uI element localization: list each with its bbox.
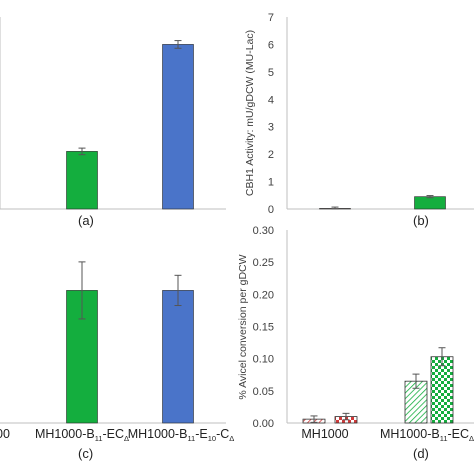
panel-d-y-tick-label: 0.10 (253, 354, 274, 366)
panel-c-category-2-prefix: MH1000-B (128, 427, 188, 441)
panel-b-label: (b) (413, 213, 429, 228)
panel-d-error-bar-0-0 (310, 415, 318, 423)
panel-c-category-1-prefix: MH1000-B (35, 427, 95, 441)
panel-c-category-0-text: 00 (0, 427, 10, 441)
panel-d-category-1-mid: -EC (448, 427, 470, 441)
panel-c-error-bar-0-1 (78, 261, 86, 320)
panel-b-error-bar-0-1 (426, 195, 434, 199)
panel-d-y-tick-label: 0.20 (253, 289, 274, 301)
panel-b-y-tick-label: 6 (268, 39, 274, 51)
panel-b-y-tick-label: 5 (268, 67, 274, 79)
panel-d-label: (d) (413, 446, 429, 461)
panel-d-category-1-sub2: Δ (469, 434, 474, 443)
panel-d-y-tick-label: 0.15 (253, 322, 274, 334)
panel-a-bar-0-1 (162, 44, 194, 210)
panel-c-category-1-sub2: Δ (124, 434, 129, 443)
panel-b-y-label: CBH1 Activity: mU/gDCW (MU-Lac) (244, 30, 256, 196)
panel-c-category-1-sub1: 11 (95, 434, 103, 443)
panel-d-category-0-text: MH1000 (301, 427, 348, 441)
panel-b-bar-0-1 (414, 196, 446, 210)
panel-c-category-2-sub3: Δ (229, 434, 234, 443)
panel-c-label: (c) (78, 446, 93, 461)
panel-c-category-2-sub1: 11 (187, 434, 195, 443)
panel-b-y-tick-label: 3 (268, 122, 274, 134)
panel-c-category-2-mid: -E (195, 427, 208, 441)
panel-c-bar-0-2 (162, 290, 194, 424)
panel-d-y-tick-label: 0.25 (253, 257, 274, 269)
panel-d-y-tick-label: 0.30 (253, 225, 274, 237)
panel-d-category-1: MH1000-B11-ECΔ (380, 427, 474, 443)
panel-a: (a) (0, 17, 226, 228)
panel-d-category-0: MH1000 (301, 427, 348, 441)
panel-d-y-label: % Avicel conversion per gDCW (237, 254, 249, 399)
panel-d-error-bar-0-1 (412, 373, 420, 389)
panel-b-y-tick-label: 4 (268, 94, 274, 106)
panel-c: 00 MH1000-B11-ECΔ MH1000-B11-E10-CΔ (c) (0, 261, 235, 461)
panel-a-error-bar-0-0 (78, 147, 86, 156)
panel-c-error-bar-0-2 (174, 274, 182, 307)
panel-b-y-tick-label: 0 (268, 204, 274, 216)
panel-d-y-tick-label: 0.00 (253, 418, 274, 430)
panel-d-bar-1-1 (430, 356, 454, 424)
panel-c-category-0: 00 (0, 427, 10, 441)
panel-c-category-2-sub2: 10 (208, 434, 216, 443)
panel-a-label: (a) (78, 213, 94, 228)
panel-b: 0 1 2 3 4 5 6 7 CBH1 Activity: mU/gDCW (MU-Lac)… (244, 12, 474, 228)
panel-d: 0.00 0.05 0.10 0.15 0.20 0.25 0.30 % Avicel co… (237, 225, 474, 461)
panel-a-bar-0-0 (66, 151, 98, 210)
panel-d-error-bar-1-1 (438, 347, 446, 367)
panel-c-category-2: MH1000-B11-E10-CΔ (128, 427, 235, 443)
panel-c-category-1: MH1000-B11-ECΔ (35, 427, 129, 443)
panel-b-y-tick-label: 1 (268, 177, 274, 189)
panel-b-y-tick-label: 2 (268, 149, 274, 161)
panel-d-y-tick-label: 0.05 (253, 386, 274, 398)
panel-c-category-2-mid2: -C (216, 427, 229, 441)
panel-d-category-1-prefix: MH1000-B (380, 427, 440, 441)
panel-b-error-bar-0-0 (331, 206, 339, 210)
panel-d-error-bar-1-0 (342, 412, 350, 421)
panel-c-category-1-mid: -EC (103, 427, 125, 441)
panel-b-y-tick-label: 7 (268, 12, 274, 24)
panel-d-category-1-sub1: 11 (440, 434, 448, 443)
panel-a-error-bar-0-1 (174, 40, 182, 49)
